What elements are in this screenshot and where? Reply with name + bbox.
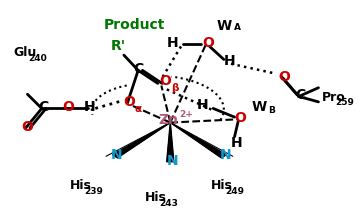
Text: O: O (234, 111, 246, 125)
Text: H: H (84, 100, 96, 114)
Polygon shape (170, 123, 226, 158)
Text: 2+: 2+ (179, 110, 193, 119)
Text: H: H (230, 136, 242, 150)
Text: Zn: Zn (158, 113, 179, 127)
Text: 259: 259 (336, 99, 355, 108)
Polygon shape (112, 123, 170, 158)
Text: H: H (166, 36, 178, 50)
Text: O: O (202, 36, 214, 50)
Text: Product: Product (104, 18, 165, 32)
Text: C: C (39, 100, 49, 114)
Text: Glu: Glu (13, 46, 36, 59)
Text: 239: 239 (85, 187, 103, 196)
Text: N: N (166, 154, 178, 168)
Text: Pro: Pro (322, 91, 346, 104)
Text: O: O (160, 74, 172, 88)
Text: C: C (133, 62, 143, 76)
Text: His: His (70, 179, 92, 192)
Text: A: A (234, 23, 241, 32)
Text: C: C (296, 88, 306, 102)
Text: His: His (211, 179, 233, 192)
Text: O: O (279, 70, 291, 84)
Text: R': R' (111, 39, 126, 53)
Text: H: H (197, 98, 208, 112)
Text: 249: 249 (226, 187, 245, 196)
Text: W: W (252, 100, 267, 114)
Text: N: N (111, 148, 122, 162)
Text: B: B (269, 106, 275, 115)
Text: 240: 240 (28, 54, 47, 63)
Text: β: β (171, 83, 179, 93)
Text: His: His (145, 191, 167, 204)
Text: α: α (135, 104, 142, 115)
Text: W: W (216, 19, 231, 33)
Text: O: O (22, 120, 33, 134)
Polygon shape (167, 123, 174, 162)
Text: O: O (63, 100, 75, 114)
Text: O: O (123, 95, 135, 109)
Text: 243: 243 (159, 199, 179, 208)
Text: H: H (224, 53, 235, 67)
Text: N: N (220, 148, 231, 162)
